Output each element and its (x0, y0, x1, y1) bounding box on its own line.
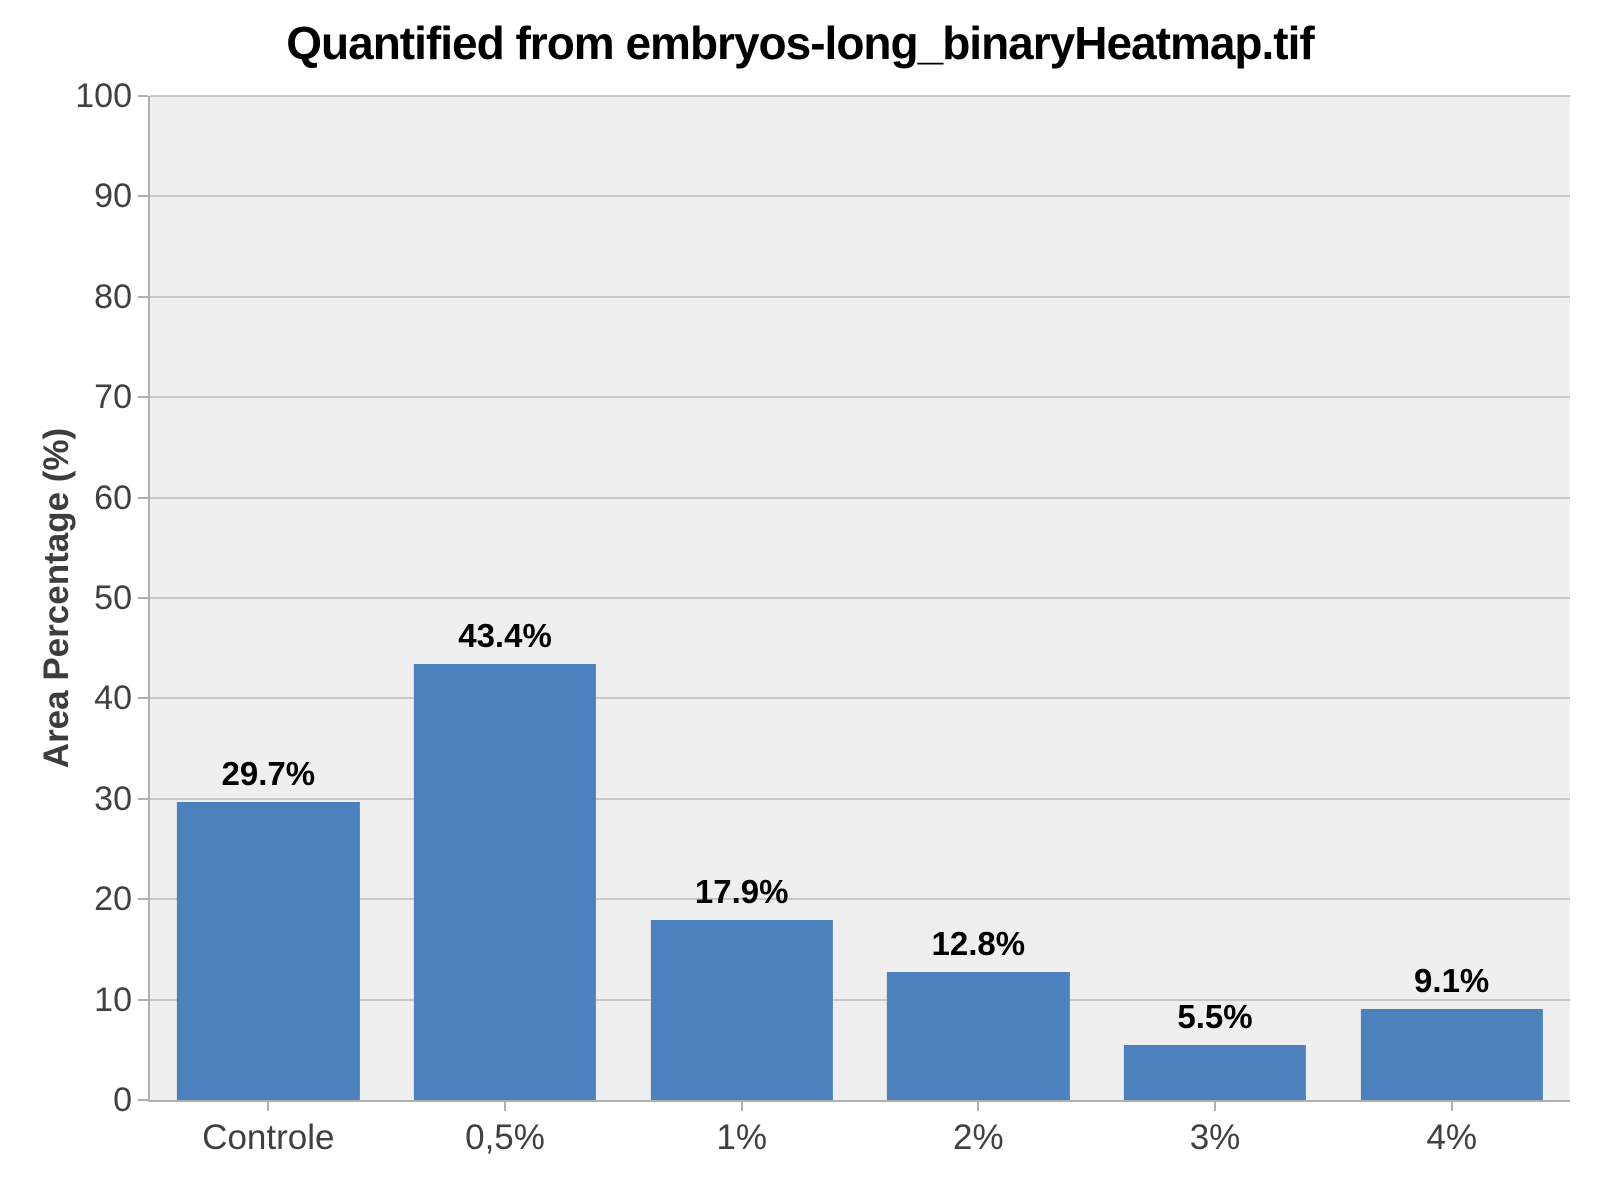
bar-0,5% (413, 664, 597, 1100)
gridline-60 (150, 496, 1570, 499)
x-tick-label-2%: 2% (953, 1118, 1004, 1157)
x-tick-mark-0,5% (504, 1102, 506, 1111)
y-tick-mark-40 (138, 697, 148, 700)
bar-value-label-0,5%: 43.4% (458, 617, 552, 655)
bar-2% (887, 971, 1070, 1100)
gridline-30 (150, 797, 1570, 800)
gridline-100 (150, 95, 1570, 97)
gridline-80 (150, 295, 1570, 298)
x-tick-label-4%: 4% (1426, 1118, 1477, 1157)
y-tick-label-70: 70 (94, 378, 132, 417)
y-tick-mark-80 (138, 295, 148, 298)
y-tick-mark-100 (138, 95, 148, 97)
y-axis-title: Area Percentage (%) (37, 427, 76, 769)
y-tick-label-50: 50 (94, 579, 132, 617)
x-tick-mark-Controle (267, 1102, 270, 1111)
y-tick-label-10: 10 (94, 980, 132, 1019)
gridline-90 (150, 195, 1570, 198)
y-tick-label-60: 60 (94, 478, 132, 517)
bar-1% (650, 920, 833, 1100)
x-tick-mark-1% (740, 1102, 743, 1111)
x-tick-label-3%: 3% (1189, 1118, 1241, 1157)
y-tick-mark-70 (138, 396, 148, 399)
y-tick-label-90: 90 (94, 177, 132, 216)
x-tick-mark-3% (1214, 1102, 1216, 1111)
x-tick-mark-2% (977, 1102, 980, 1111)
bar-value-label-3%: 5.5% (1177, 997, 1253, 1035)
y-tick-mark-90 (138, 195, 148, 198)
x-tick-label-0,5%: 0,5% (465, 1118, 545, 1157)
y-tick-mark-50 (138, 597, 148, 599)
bar-value-label-4%: 9.1% (1414, 961, 1490, 999)
y-tick-label-20: 20 (94, 880, 132, 919)
gridline-20 (150, 898, 1570, 901)
x-tick-label-1%: 1% (716, 1118, 767, 1157)
x-tick-mark-4% (1450, 1102, 1453, 1111)
y-tick-label-100: 100 (75, 77, 132, 115)
bar-value-label-2%: 12.8% (931, 924, 1026, 962)
y-tick-label-80: 80 (94, 277, 132, 316)
bar-4% (1360, 1008, 1543, 1100)
plot-area: 0 10 20 30 40 50 60 70 80 90 100 29.7% Controle 43.4%… (75, 79, 1570, 1155)
gridline-70 (150, 396, 1570, 399)
y-tick-mark-60 (138, 496, 148, 499)
y-tick-mark-10 (138, 998, 148, 1001)
x-tick-label-Controle: Controle (202, 1118, 335, 1157)
y-tick-mark-0 (138, 1099, 148, 1101)
gridline-50 (150, 597, 1570, 599)
gridline-40 (150, 697, 1570, 700)
y-tick-label-0: 0 (113, 1081, 132, 1119)
y-tick-mark-20 (138, 898, 148, 901)
gridline-10 (150, 998, 1570, 1001)
bar-3% (1123, 1044, 1307, 1100)
bar-value-label-1%: 17.9% (694, 873, 789, 911)
bar-Controle (177, 801, 360, 1100)
y-tick-label-40: 40 (94, 679, 132, 718)
y-tick-label-30: 30 (94, 779, 132, 818)
chart-title: Quantified from embryos-long_binaryHeatm… (286, 17, 1314, 69)
bar-value-label-Controle: 29.7% (221, 754, 316, 792)
y-tick-mark-30 (138, 797, 148, 800)
